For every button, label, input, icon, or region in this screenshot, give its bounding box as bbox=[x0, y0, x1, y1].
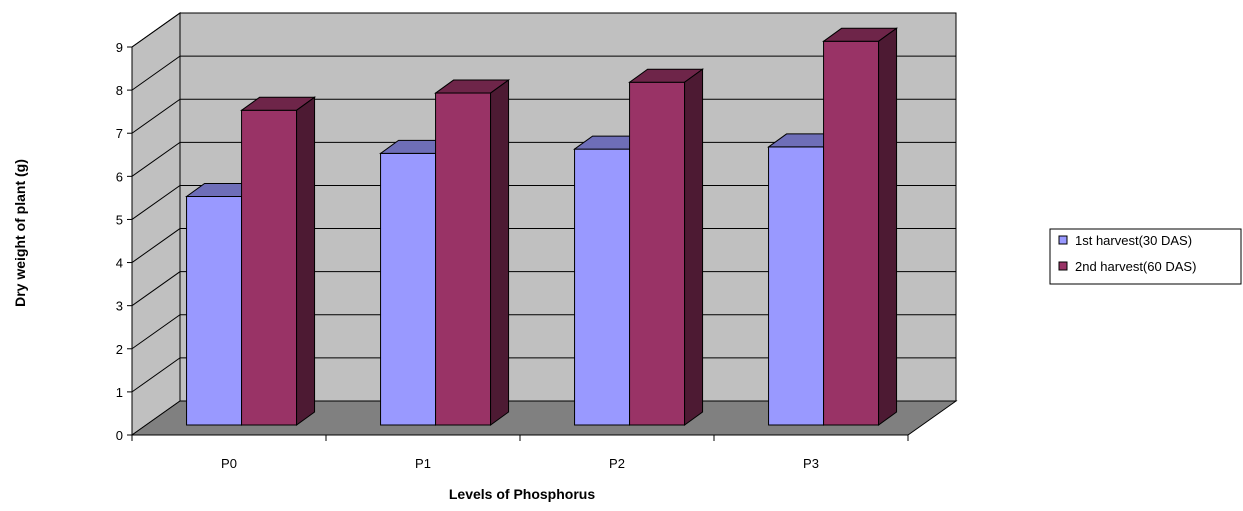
y-tick-label: 3 bbox=[116, 299, 123, 314]
y-axis-title: Dry weight of plant (g) bbox=[12, 159, 28, 307]
bar-front-face bbox=[629, 81, 686, 426]
x-axis-title: Levels of Phosphorus bbox=[449, 486, 595, 502]
y-tick-label: 1 bbox=[116, 385, 123, 400]
legend-label-2nd-harvest: 2nd harvest(60 DAS) bbox=[1075, 259, 1196, 274]
bar-front-face bbox=[768, 146, 825, 426]
bars bbox=[185, 27, 899, 426]
x-tick-label: P1 bbox=[415, 456, 431, 471]
bar-side-face bbox=[878, 27, 898, 426]
y-tick-label: 5 bbox=[116, 212, 123, 227]
x-tick-label: P2 bbox=[609, 456, 625, 471]
legend: 1st harvest(30 DAS) 2nd harvest(60 DAS) bbox=[1049, 228, 1242, 285]
bar-side-face bbox=[296, 96, 316, 426]
legend-label-1st-harvest: 1st harvest(30 DAS) bbox=[1075, 233, 1192, 248]
bar-front-face bbox=[574, 148, 631, 426]
gridline bbox=[131, 55, 956, 91]
side-wall bbox=[131, 12, 181, 436]
x-tick-label: P0 bbox=[221, 456, 237, 471]
bar-side-face bbox=[684, 68, 704, 426]
y-tick-label: 6 bbox=[116, 169, 123, 184]
tick-labels: 0 1 2 3 4 5 6 7 8 9 P0 P1 P2 P3 bbox=[116, 40, 819, 471]
x-tick-label: P3 bbox=[803, 456, 819, 471]
legend-swatch-1st-harvest bbox=[1058, 235, 1068, 245]
bar-front-face bbox=[241, 109, 298, 426]
bar-P3-2nd-harvest bbox=[822, 27, 899, 426]
y-tick-label: 9 bbox=[116, 40, 123, 55]
bar-side-face bbox=[490, 79, 510, 426]
bar-P2-2nd-harvest bbox=[628, 68, 705, 426]
legend-swatch-2nd-harvest bbox=[1058, 261, 1068, 271]
y-tick-label: 8 bbox=[116, 83, 123, 98]
axes bbox=[127, 46, 909, 441]
bar-front-face bbox=[435, 92, 492, 426]
gridline bbox=[131, 12, 956, 48]
bar-front-face bbox=[186, 196, 243, 426]
bar-P1-2nd-harvest bbox=[434, 79, 511, 426]
y-tick-label: 7 bbox=[116, 126, 123, 141]
y-tick-label: 2 bbox=[116, 342, 123, 357]
bar-P0-2nd-harvest bbox=[240, 96, 317, 426]
legend-box bbox=[1049, 228, 1242, 285]
bar-front-face bbox=[380, 152, 437, 426]
bar-front-face bbox=[823, 40, 880, 426]
y-tick-label: 0 bbox=[116, 428, 123, 443]
y-tick-label: 4 bbox=[116, 256, 123, 271]
